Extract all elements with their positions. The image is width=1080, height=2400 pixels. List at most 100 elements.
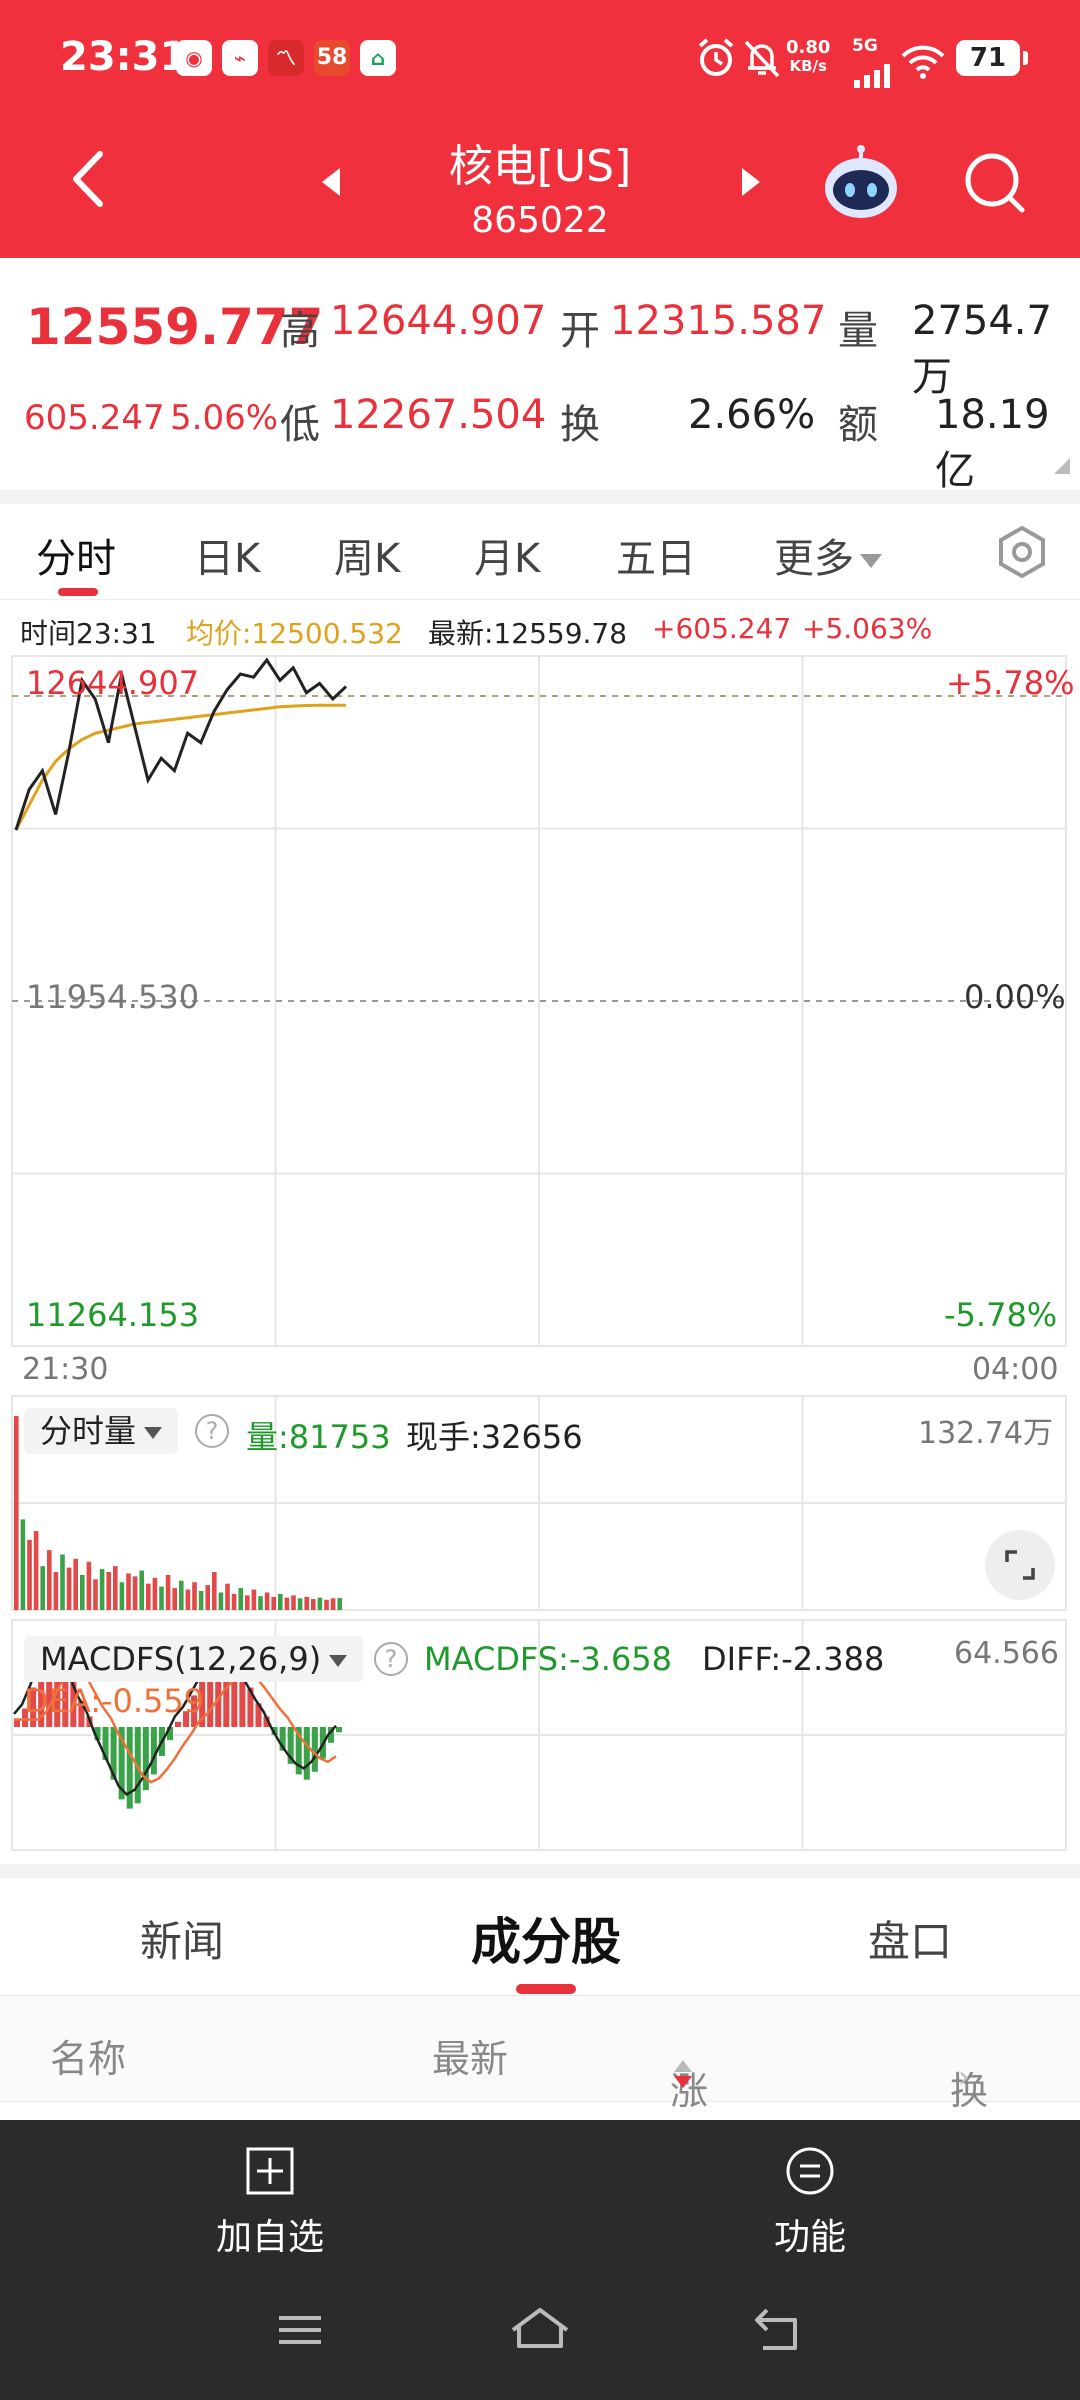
tab-week-k[interactable]: 周K (334, 536, 401, 582)
chevron-right-icon: › (958, 2060, 970, 2095)
macd-bar (38, 1663, 45, 1727)
macd-selector-label: MACDFS(12,26,9) (40, 1640, 322, 1678)
tab-day-k[interactable]: 日K (194, 536, 261, 582)
volume-bar (258, 1596, 263, 1610)
tab-more[interactable]: 更多 (774, 526, 882, 584)
chart-area[interactable] (0, 640, 1080, 1864)
axis-mid-value: 11954.530 (26, 978, 200, 1016)
tab-intraday[interactable]: 分时 (36, 536, 116, 582)
mute-icon (744, 40, 780, 78)
function-icon (786, 2147, 834, 2195)
menu-icon[interactable] (265, 2300, 335, 2360)
axis-top-pct: +5.78% (946, 664, 1075, 702)
price-change: 605.247 (24, 398, 165, 438)
volume-bar (146, 1583, 151, 1610)
net-speed-unit: KB/s (789, 57, 827, 75)
turnover-value: 2.66% (688, 392, 816, 438)
low-value: 12267.504 (330, 392, 547, 438)
macd-bar (303, 1727, 310, 1780)
macd-bar (142, 1727, 149, 1791)
volume-bar (132, 1576, 138, 1610)
macd-bar (183, 1711, 190, 1727)
volume-bar (245, 1595, 250, 1610)
tab-indicator (58, 588, 98, 596)
current-price: 12559.777 (26, 298, 324, 356)
price-line (14, 657, 348, 831)
wifi-icon (901, 45, 945, 79)
caret-down-icon (144, 1427, 163, 1439)
volume-selector[interactable]: 分时量 (24, 1408, 179, 1454)
volume-bar (271, 1596, 276, 1610)
open-value: 12315.587 (610, 298, 827, 344)
tab-month-k[interactable]: 月K (474, 536, 541, 582)
function-button[interactable]: 功能 (710, 2146, 910, 2260)
tab-order-book[interactable]: 盘口 (867, 1917, 952, 1966)
macd-bar (166, 1727, 173, 1741)
volume-bar (106, 1572, 111, 1610)
help-icon[interactable]: ? (195, 1414, 229, 1448)
volume-bar (80, 1574, 85, 1610)
battery-icon: 71 (956, 40, 1028, 76)
nav-bar: 核电[US] 865022 (0, 118, 1080, 258)
settings-hex-icon[interactable] (994, 524, 1050, 580)
macd-bar (174, 1721, 182, 1727)
macd-bar (102, 1727, 109, 1760)
macd-bar (207, 1666, 214, 1727)
robot-assistant-icon[interactable] (818, 142, 904, 228)
volume-bar (297, 1598, 303, 1610)
macd-selector[interactable]: MACDFS(12,26,9) (24, 1636, 364, 1682)
fullscreen-button[interactable] (985, 1530, 1055, 1600)
alarm-icon (698, 38, 734, 76)
add-watchlist-label: 加自选 (215, 2217, 324, 2258)
back-icon[interactable] (745, 2300, 815, 2360)
volume-bar (66, 1567, 72, 1610)
prev-stock-icon[interactable] (312, 162, 352, 202)
macd-bar (78, 1700, 85, 1727)
info-change: +605.247 (652, 612, 792, 645)
volume-bar (330, 1598, 336, 1610)
volume-bar (225, 1583, 230, 1610)
axis-start-time: 21:30 (22, 1352, 109, 1387)
chart-info-line: 时间23:31 均价:12500.532 最新:12559.78 +605.24… (0, 604, 1080, 654)
volume-bar (33, 1531, 39, 1610)
chat-bubble-icon: ◉ (176, 40, 212, 76)
tab-constituents[interactable]: 成分股 (471, 1913, 621, 1971)
volume-bar (165, 1574, 171, 1610)
help-icon[interactable]: ? (374, 1642, 408, 1676)
tab-five-day[interactable]: 五日 (616, 536, 696, 582)
axis-mid-pct: 0.00% (964, 978, 1066, 1016)
macd-bar (70, 1679, 77, 1727)
add-watchlist-button[interactable]: 加自选 (170, 2146, 370, 2260)
next-stock-icon[interactable] (730, 162, 770, 202)
macd-bar (118, 1727, 125, 1800)
volume-bar (119, 1582, 125, 1610)
expand-quote-icon[interactable] (1054, 458, 1070, 474)
diff-label: DIFF:-2.388 (702, 1640, 885, 1678)
macd-chart (13, 1642, 342, 1809)
search-icon[interactable] (960, 148, 1030, 218)
back-arrow-icon[interactable] (60, 144, 130, 214)
tab-news[interactable]: 新闻 (139, 1917, 224, 1966)
macd-bar (150, 1727, 157, 1775)
volume-bar (152, 1577, 158, 1610)
axis-bottom-value: 11264.153 (26, 1296, 200, 1334)
home-icon[interactable] (505, 2300, 575, 2360)
volume-bar (99, 1569, 105, 1610)
volume-bar (311, 1599, 316, 1610)
volume-bar (40, 1566, 45, 1610)
macd-bar (62, 1658, 69, 1727)
hand-value-label: 现手:32656 (406, 1418, 583, 1456)
macd-bar (215, 1655, 222, 1727)
app-header: 23:31 ◉ ⌁ 〽 58 ⌂ 0.80 KB/s 5G (0, 0, 1080, 258)
col-latest[interactable]: 最新 (432, 2037, 509, 2081)
volume-bar (251, 1589, 257, 1610)
volume-label: 量 (838, 308, 878, 354)
volume-bar (284, 1597, 290, 1610)
macd-bar (231, 1658, 238, 1727)
list-header: 名称 最新 涨幅 换手› (0, 1996, 1080, 2168)
col-name[interactable]: 名称 (50, 2037, 127, 2081)
macd-bar (287, 1727, 294, 1764)
net-speed: 0.80 KB/s (786, 38, 830, 76)
trend-icon: 〽 (268, 40, 304, 76)
volume-bar (47, 1550, 52, 1610)
